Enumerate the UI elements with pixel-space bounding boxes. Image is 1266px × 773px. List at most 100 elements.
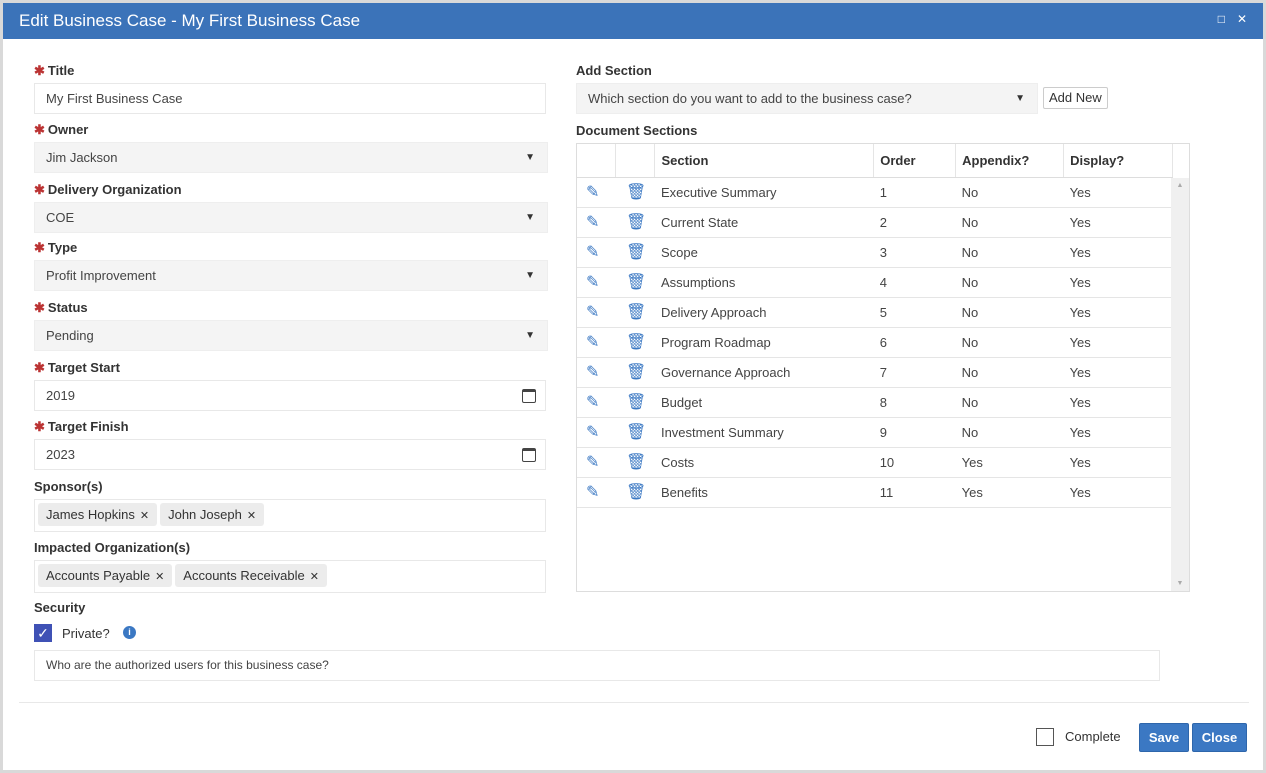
- edit-business-case-dialog: Edit Business Case - My First Business C…: [3, 3, 1263, 770]
- sponsors-label: Sponsor(s): [34, 479, 103, 494]
- status-label: ✱ Status: [34, 300, 88, 315]
- table-row: ✎ 🗑 Benefits 11 Yes Yes: [577, 477, 1173, 508]
- table-row: ✎ 🗑 Investment Summary 9 No Yes: [577, 417, 1173, 448]
- table-cell: Yes: [1063, 387, 1173, 418]
- type-label: ✱ Type: [34, 240, 78, 255]
- info-icon[interactable]: i: [123, 626, 136, 639]
- target_finish-label: ✱ Target Finish: [34, 419, 129, 434]
- trash-icon[interactable]: 🗑: [625, 334, 647, 351]
- table-cell: No: [955, 387, 1064, 418]
- add-section-placeholder: Which section do you want to add to the …: [588, 91, 912, 106]
- trash-icon[interactable]: 🗑: [625, 244, 647, 261]
- close-icon[interactable]: ✕: [1236, 12, 1247, 26]
- impacted-multiselect[interactable]: Accounts Payable ✕ Accounts Receivable ✕: [34, 560, 546, 593]
- add-section-select[interactable]: Which section do you want to add to the …: [576, 83, 1038, 114]
- sponsors-multiselect[interactable]: James Hopkins ✕ John Joseph ✕: [34, 499, 546, 532]
- chevron-down-icon: ▼: [525, 270, 535, 281]
- table-cell: Costs: [654, 447, 874, 478]
- add-new-button[interactable]: Add New: [1043, 87, 1108, 109]
- table-cell: 10: [873, 447, 956, 478]
- col-order[interactable]: Order: [873, 144, 957, 178]
- trash-icon[interactable]: 🗑: [625, 184, 647, 201]
- trash-icon[interactable]: 🗑: [625, 364, 647, 381]
- dialog-title: Edit Business Case - My First Business C…: [19, 11, 361, 30]
- table-cell: No: [955, 177, 1064, 208]
- table-cell: No: [955, 237, 1064, 268]
- maximize-icon[interactable]: □: [1217, 12, 1225, 26]
- table-cell: Yes: [1063, 267, 1173, 298]
- tag: Accounts Payable ✕: [38, 564, 173, 587]
- edit-pencil-icon[interactable]: ✎: [586, 214, 600, 231]
- table-cell: No: [955, 327, 1064, 358]
- table-cell: Program Roadmap: [654, 327, 874, 358]
- table-cell: 9: [873, 417, 956, 448]
- trash-icon[interactable]: 🗑: [625, 394, 647, 411]
- table-cell: Assumptions: [654, 267, 874, 298]
- table-row: ✎ 🗑 Budget 8 No Yes: [577, 387, 1173, 418]
- delivery_org-label: ✱ Delivery Organization: [34, 182, 182, 197]
- edit-pencil-icon[interactable]: ✎: [586, 454, 600, 471]
- type-select[interactable]: Profit Improvement ▼: [34, 260, 548, 291]
- table-row: ✎ 🗑 Governance Approach 7 No Yes: [577, 357, 1173, 388]
- trash-icon[interactable]: 🗑: [625, 424, 647, 441]
- required-icon: ✱: [34, 360, 45, 375]
- target_finish-date-picker[interactable]: 2023: [34, 439, 546, 470]
- delivery_org-select[interactable]: COE ▼: [34, 202, 548, 233]
- calendar-icon[interactable]: [522, 448, 536, 462]
- col-section[interactable]: Section: [654, 144, 875, 178]
- edit-pencil-icon[interactable]: ✎: [586, 484, 600, 501]
- edit-pencil-icon[interactable]: ✎: [586, 304, 600, 321]
- complete-checkbox[interactable]: [1036, 728, 1054, 746]
- trash-icon[interactable]: 🗑: [625, 304, 647, 321]
- edit-pencil-icon[interactable]: ✎: [586, 334, 600, 351]
- authorized-users-input[interactable]: Who are the authorized users for this bu…: [34, 650, 1160, 681]
- required-icon: ✱: [34, 300, 45, 315]
- required-icon: ✱: [34, 63, 45, 78]
- footer-divider: [19, 702, 1249, 703]
- col-appendix[interactable]: Appendix?: [955, 144, 1065, 178]
- status-select[interactable]: Pending ▼: [34, 320, 548, 351]
- calendar-icon[interactable]: [522, 389, 536, 403]
- edit-pencil-icon[interactable]: ✎: [586, 244, 600, 261]
- remove-tag-icon[interactable]: ✕: [309, 571, 319, 583]
- table-row: ✎ 🗑 Executive Summary 1 No Yes: [577, 177, 1173, 208]
- edit-pencil-icon[interactable]: ✎: [586, 184, 600, 201]
- document-sections-label: Document Sections: [576, 123, 698, 138]
- save-button[interactable]: Save: [1139, 723, 1189, 752]
- tag: James Hopkins ✕: [38, 503, 158, 526]
- impacted-label: Impacted Organization(s): [34, 540, 191, 555]
- edit-pencil-icon[interactable]: ✎: [586, 274, 600, 291]
- trash-icon[interactable]: 🗑: [625, 484, 647, 501]
- table-cell: Yes: [1063, 357, 1173, 388]
- tag: John Joseph ✕: [160, 503, 265, 526]
- table-row: ✎ 🗑 Program Roadmap 6 No Yes: [577, 327, 1173, 358]
- table-cell: Yes: [1063, 297, 1173, 328]
- remove-tag-icon[interactable]: ✕: [246, 510, 257, 522]
- edit-pencil-icon[interactable]: ✎: [586, 364, 600, 381]
- private-checkbox[interactable]: ✓: [34, 624, 52, 642]
- trash-icon[interactable]: 🗑: [625, 454, 647, 471]
- table-cell: 11: [873, 477, 956, 508]
- security-label: Security: [34, 600, 86, 615]
- chevron-down-icon: ▼: [1015, 93, 1025, 104]
- table-cell: 8: [873, 387, 956, 418]
- chevron-down-icon: ▼: [525, 152, 535, 163]
- table-cell: No: [955, 417, 1064, 448]
- edit-pencil-icon[interactable]: ✎: [586, 424, 600, 441]
- table-cell: Budget: [654, 387, 874, 418]
- table-cell: No: [955, 297, 1064, 328]
- remove-tag-icon[interactable]: ✕: [155, 571, 165, 583]
- close-button[interactable]: Close: [1192, 723, 1247, 752]
- title-input[interactable]: My First Business Case: [34, 83, 546, 114]
- col-display[interactable]: Display?: [1063, 144, 1173, 178]
- table-scrollbar[interactable]: ▲ ▼: [1171, 178, 1189, 591]
- target_start-date-picker[interactable]: 2019: [34, 380, 546, 411]
- table-cell: Yes: [1063, 207, 1173, 238]
- remove-tag-icon[interactable]: ✕: [139, 510, 150, 522]
- owner-select[interactable]: Jim Jackson ▼: [34, 142, 548, 173]
- trash-icon[interactable]: 🗑: [625, 214, 647, 231]
- edit-pencil-icon[interactable]: ✎: [586, 394, 600, 411]
- trash-icon[interactable]: 🗑: [625, 274, 647, 291]
- table-cell: Yes: [1063, 327, 1173, 358]
- document-sections-table: Section Order Appendix? Display? ✎ 🗑 Execu…: [576, 143, 1190, 592]
